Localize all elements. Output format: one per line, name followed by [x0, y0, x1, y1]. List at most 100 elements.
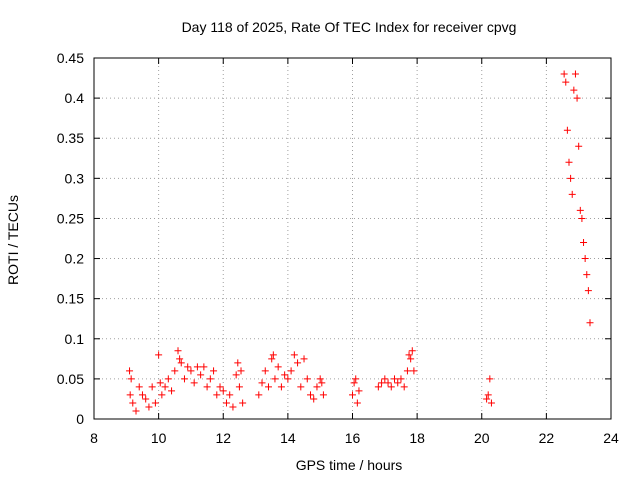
data-point [403, 367, 411, 375]
data-point [164, 375, 172, 383]
data-point [580, 239, 588, 247]
data-point [171, 367, 179, 375]
data-point [303, 375, 311, 383]
data-point [190, 379, 198, 387]
data-point [269, 351, 277, 359]
data-point [174, 347, 182, 355]
data-point [234, 359, 242, 367]
data-point [161, 383, 169, 391]
x-axis-label: GPS time / hours [296, 457, 403, 473]
grid-lines [94, 58, 611, 419]
data-point [584, 287, 592, 295]
data-point [219, 387, 227, 395]
data-point [200, 363, 208, 371]
data-point [353, 399, 361, 407]
x-tick-label: 12 [215, 430, 231, 446]
data-point [138, 391, 146, 399]
data-point [197, 371, 205, 379]
data-point [261, 367, 269, 375]
data-point [135, 383, 143, 391]
tick-labels: 8 10 12 14 16 18 20 22 24 0 0.05 0.1 0.15 0.2 0.25 0.3 0… [57, 50, 619, 446]
data-point [274, 363, 282, 371]
data-point [349, 391, 356, 399]
data-point [193, 363, 201, 371]
data-point [384, 379, 392, 387]
data-point [210, 367, 218, 375]
data-point [297, 383, 305, 391]
data-point [306, 391, 314, 399]
data-point [313, 383, 321, 391]
data-point [145, 403, 153, 411]
y-tick-label: 0.3 [65, 170, 85, 186]
data-point [203, 383, 211, 391]
data-point [239, 399, 247, 407]
y-tick-label: 0.15 [57, 291, 84, 307]
data-point [300, 355, 308, 363]
data-point [126, 391, 134, 399]
data-point [237, 367, 245, 375]
x-tick-label: 16 [345, 430, 361, 446]
data-point [581, 255, 589, 263]
data-point [268, 355, 276, 363]
x-tick-label: 24 [603, 430, 619, 446]
data-point [319, 391, 327, 399]
data-point [583, 271, 591, 279]
data-point [271, 375, 279, 383]
data-point [177, 359, 185, 367]
data-point [255, 391, 263, 399]
data-point [575, 142, 583, 150]
data-point [487, 399, 495, 407]
data-point [381, 375, 389, 383]
data-point [132, 407, 140, 415]
data-point [310, 395, 318, 403]
data-point [567, 174, 575, 182]
data-point [126, 367, 134, 375]
y-tick-label: 0.2 [65, 251, 85, 267]
data-point [235, 383, 243, 391]
x-tick-label: 10 [151, 430, 167, 446]
data-point [578, 214, 586, 222]
data-point [484, 391, 492, 399]
chart-title: Day 118 of 2025, Rate Of TEC Index for r… [182, 19, 517, 35]
data-point [226, 391, 234, 399]
data-point [151, 399, 159, 407]
data-point [394, 379, 402, 387]
data-points [126, 70, 594, 415]
data-point [483, 395, 491, 403]
data-point [410, 367, 418, 375]
data-point [264, 383, 272, 391]
data-point [318, 379, 326, 387]
data-point [176, 355, 184, 363]
data-point [562, 78, 570, 86]
data-point [408, 347, 416, 355]
data-point [127, 375, 135, 383]
x-tick-label: 22 [539, 430, 555, 446]
data-point [407, 355, 415, 363]
data-point [168, 387, 176, 395]
x-tick-label: 20 [474, 430, 490, 446]
data-point [284, 375, 292, 383]
data-point [560, 70, 568, 78]
x-tick-label: 18 [409, 430, 425, 446]
x-tick-label: 14 [280, 430, 296, 446]
data-point [400, 383, 408, 391]
data-point [213, 391, 221, 399]
data-point [216, 383, 224, 391]
data-point [222, 399, 230, 407]
data-point [180, 375, 188, 383]
y-tick-label: 0.4 [65, 90, 85, 106]
data-point [158, 391, 166, 399]
data-point [350, 379, 358, 387]
data-point [129, 399, 137, 407]
data-point [290, 351, 298, 359]
data-point [568, 190, 576, 198]
y-tick-label: 0.35 [57, 130, 84, 146]
data-point [316, 375, 324, 383]
data-point [187, 367, 195, 375]
data-point [378, 379, 386, 387]
y-tick-label: 0.25 [57, 210, 84, 226]
data-point [573, 94, 581, 102]
data-point [184, 363, 192, 371]
